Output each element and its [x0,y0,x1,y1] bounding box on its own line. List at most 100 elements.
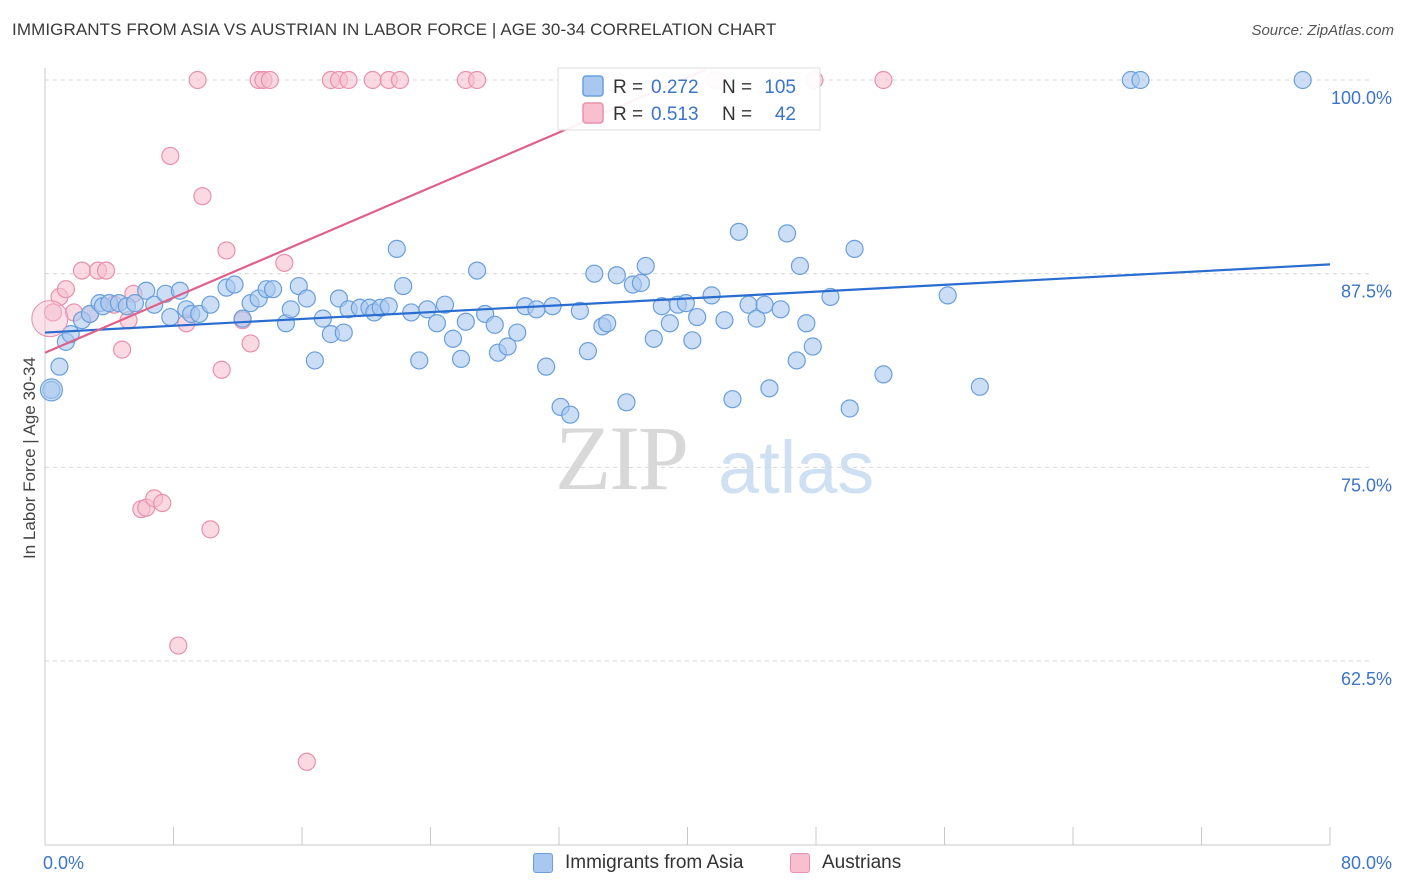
asia-point [379,297,398,316]
asia-point [508,323,527,342]
stats-r-value: 0.513 [651,104,699,125]
austria-point [56,280,75,299]
asia-point [578,342,598,361]
asia-point [607,266,626,285]
asia-point [387,239,406,258]
asia-point [688,307,707,327]
x-tick-label-min: 0.0% [43,853,84,873]
asia-point [334,323,353,342]
asia-point [456,312,475,331]
austria-point [339,70,358,90]
asia-point [201,295,220,314]
asia-point [821,287,840,307]
asia-point [451,349,471,369]
stats-n-value: 42 [775,104,796,125]
y-tick-label: 62.5% [1341,669,1392,689]
austria-point [467,70,487,90]
asia-point [617,393,636,412]
asia-point [410,351,429,370]
stats-legend-swatch [582,75,604,97]
asia-point [537,357,556,376]
y-axis-label: In Labor Force | Age 30-34 [20,357,39,559]
austria-point [212,360,231,379]
asia-point [660,314,679,333]
asia-point [790,256,810,276]
austria-point [72,261,92,280]
asia-point [225,275,244,294]
asia-point [644,329,663,348]
asia-point [305,351,324,370]
asia-point [394,276,413,296]
austria-point [241,334,260,353]
austria-point-large [31,300,69,338]
asia-point [729,222,749,241]
austria-point [193,187,212,206]
legend-item-asia[interactable]: Immigrants from Asia [533,852,743,874]
asia-point [715,311,734,330]
asia-trend-line [44,263,1331,334]
asia-point [467,261,487,280]
asia-point [161,307,180,327]
austria-point [201,520,220,539]
austria-point [297,752,316,771]
asia-point [570,301,589,320]
asia-point [50,357,69,376]
asia-point [771,300,790,319]
asia-point [970,377,989,396]
asia-point [498,337,517,356]
austria-point [260,70,279,90]
asia-point [1131,70,1150,90]
austria-point [43,303,63,322]
stats-legend: R = 0.272 N = 105 R = 0.513 N = 42 [557,67,821,131]
watermark-zip: ZIP [555,407,689,509]
austria-point [169,636,188,655]
y-tick-label: 75.0% [1341,475,1392,495]
asia-point [797,314,816,333]
asia-point [125,294,145,313]
asia-point [443,329,463,348]
asia-point [485,315,504,334]
austria-point [188,70,207,90]
legend-label-austria: Austrians [822,852,902,873]
asia-point [938,286,957,305]
asia-point [723,390,742,409]
asia-point [527,300,546,319]
asia-point [702,286,721,305]
austria-point [96,261,116,280]
legend-item-austria[interactable]: Austrians [790,852,901,874]
asia-point [598,314,617,333]
x-tick-label-max: 80.0% [1341,853,1392,873]
asia-point [297,289,316,308]
austria-point [390,70,410,90]
legend-label-asia: Immigrants from Asia [565,852,744,873]
asia-point [263,280,283,299]
austria-point [112,340,132,359]
austria-point [874,70,893,90]
stats-n-label: N = [722,104,752,125]
stats-n-value: 105 [764,77,796,98]
asia-point [427,314,447,333]
austria-point [161,146,180,166]
asia-point [845,239,864,258]
asia-point [777,224,797,243]
asia-point [747,309,766,328]
chart-title: IMMIGRANTS FROM ASIA VS AUSTRIAN IN LABO… [12,20,777,39]
austria-point [153,493,172,513]
asia-point [683,331,702,350]
asia-point [760,379,779,398]
asia-point [1293,70,1312,90]
stats-r-label: R = [613,104,643,125]
asia-point-large [39,378,64,402]
y-tick-label: 100.0% [1331,88,1392,108]
stats-r-label: R = [613,77,643,98]
asia-point [874,365,893,384]
stats-legend-swatch [582,102,604,124]
asia-point [281,300,300,319]
austria-point [275,253,294,272]
austria-points-group [43,70,893,771]
asia-point [137,281,156,300]
asia-point [233,309,252,328]
bottom-legend: Immigrants from Asia Austrians [0,852,1406,878]
asia-point [840,399,859,418]
austria-point [217,241,236,260]
